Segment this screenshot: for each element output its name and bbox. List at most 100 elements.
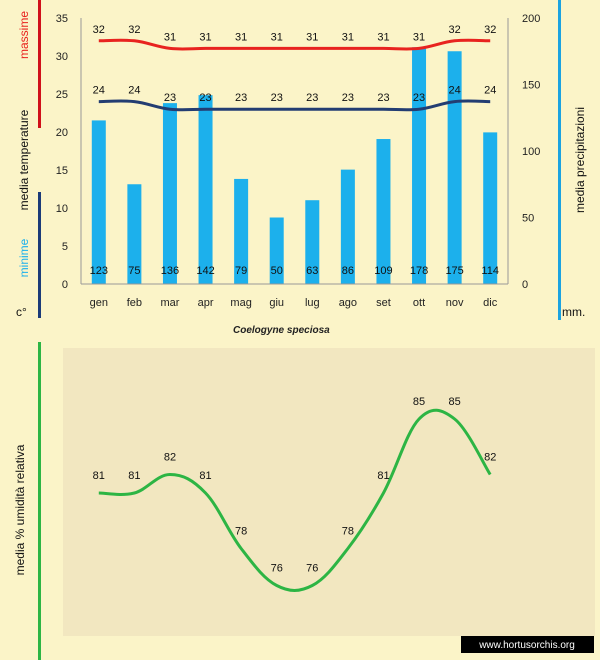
min-label-giu: 23 [271,92,283,104]
bar-value-ago: 86 [342,265,354,277]
max-label-dic: 32 [484,24,496,36]
left-tick-label: 15 [56,165,68,177]
humidity-axis-label: media % umidità relativa [13,444,27,575]
max-label-mar: 31 [164,31,176,43]
bar-ott [412,47,427,285]
x-tick-label-apr: apr [198,297,214,309]
humidity-label-lug: 76 [306,563,318,575]
humidity-label-ott: 85 [413,396,425,408]
bar-lug [305,200,320,284]
minime-legend-bar [38,192,41,318]
max-label-set: 31 [377,31,389,43]
right-tick-label: 200 [522,13,540,25]
min-label-set: 23 [377,92,389,104]
left-tick-label: 10 [56,203,68,215]
bar-value-feb: 75 [128,265,140,277]
bar-giu [269,217,284,284]
x-tick-label-dic: dic [483,297,498,309]
chart-title: Coelogyne speciosa [233,325,330,336]
humidity-label-mar: 82 [164,452,176,464]
max-label-apr: 31 [199,31,211,43]
bar-value-dic: 114 [481,265,499,277]
x-tick-label-mag: mag [230,297,251,309]
min-label-nov: 24 [449,85,461,97]
min-label-mag: 23 [235,92,247,104]
x-tick-label-giu: giu [269,297,284,309]
precip-axis-label: media precipitazioni [573,107,587,213]
humidity-label-apr: 81 [199,470,211,482]
bar-mar [162,103,177,285]
left-tick-label: 20 [56,127,68,139]
bar-value-gen: 123 [90,265,108,277]
humidity-label-ago: 78 [342,526,354,538]
x-tick-label-nov: nov [446,297,464,309]
left-tick-label: 25 [56,89,68,101]
bar-value-set: 109 [374,265,392,277]
left-tick-label: 35 [56,13,68,25]
x-tick-label-ott: ott [413,297,425,309]
bar-nov [447,51,462,284]
bar-value-giu: 50 [271,265,283,277]
bar-gen [91,120,106,284]
min-label-mar: 23 [164,92,176,104]
x-tick-label-mar: mar [160,297,179,309]
max-label-feb: 32 [128,24,140,36]
humidity-label-dic: 82 [484,452,496,464]
humidity-label-nov: 85 [449,396,461,408]
min-label-ott: 23 [413,92,425,104]
min-label-apr: 23 [199,92,211,104]
max-label-lug: 31 [306,31,318,43]
humidity-label-feb: 81 [128,470,140,482]
celsius-unit: c° [16,305,27,319]
x-tick-label-ago: ago [339,297,357,309]
massime-legend-bar [38,0,41,128]
x-tick-label-gen: gen [90,297,108,309]
right-tick-label: 50 [522,213,534,225]
max-label-giu: 31 [271,31,283,43]
right-tick-label: 0 [522,279,528,291]
bar-apr [198,95,213,284]
bar-value-apr: 142 [196,265,214,277]
humidity-line [98,408,492,592]
precip-legend-bar [558,0,561,320]
bar-dic [483,132,498,284]
min-label-dic: 24 [484,85,496,97]
min-label-ago: 23 [342,92,354,104]
mm-unit: mm. [562,305,585,319]
left-tick-label: 5 [62,241,68,253]
x-tick-label-lug: lug [305,297,320,309]
min-label-feb: 24 [128,85,140,97]
temperature-axis-label: media temperature [17,109,31,210]
min-temp-line [98,99,491,112]
bar-value-mar: 136 [161,265,179,277]
humidity-label-mag: 78 [235,526,247,538]
left-tick-label: 0 [62,279,68,291]
max-label-ago: 31 [342,31,354,43]
bar-ago [340,169,355,284]
max-temp-line [98,38,491,51]
bar-value-lug: 63 [306,265,318,277]
min-label-gen: 24 [93,85,105,97]
bar-value-mag: 79 [235,265,247,277]
watermark-background [461,636,594,653]
x-tick-label-feb: feb [127,297,142,309]
min-label-lug: 23 [306,92,318,104]
humidity-label-gen: 81 [93,470,105,482]
humidity-panel [63,348,595,636]
left-tick-label: 30 [56,51,68,63]
max-label-gen: 32 [93,24,105,36]
max-label-ott: 31 [413,31,425,43]
x-tick-label-set: set [376,297,391,309]
bar-mag [234,178,249,284]
humidity-label-giu: 76 [271,563,283,575]
bar-set [376,139,391,284]
watermark: www.hortusorchis.org [478,640,575,651]
max-label-mag: 31 [235,31,247,43]
bar-value-ott: 178 [410,265,428,277]
max-label-nov: 32 [449,24,461,36]
humidity-legend-bar [38,342,41,660]
minime-label: minime [17,238,31,277]
right-tick-label: 150 [522,80,540,92]
massime-label: massime [17,11,31,59]
